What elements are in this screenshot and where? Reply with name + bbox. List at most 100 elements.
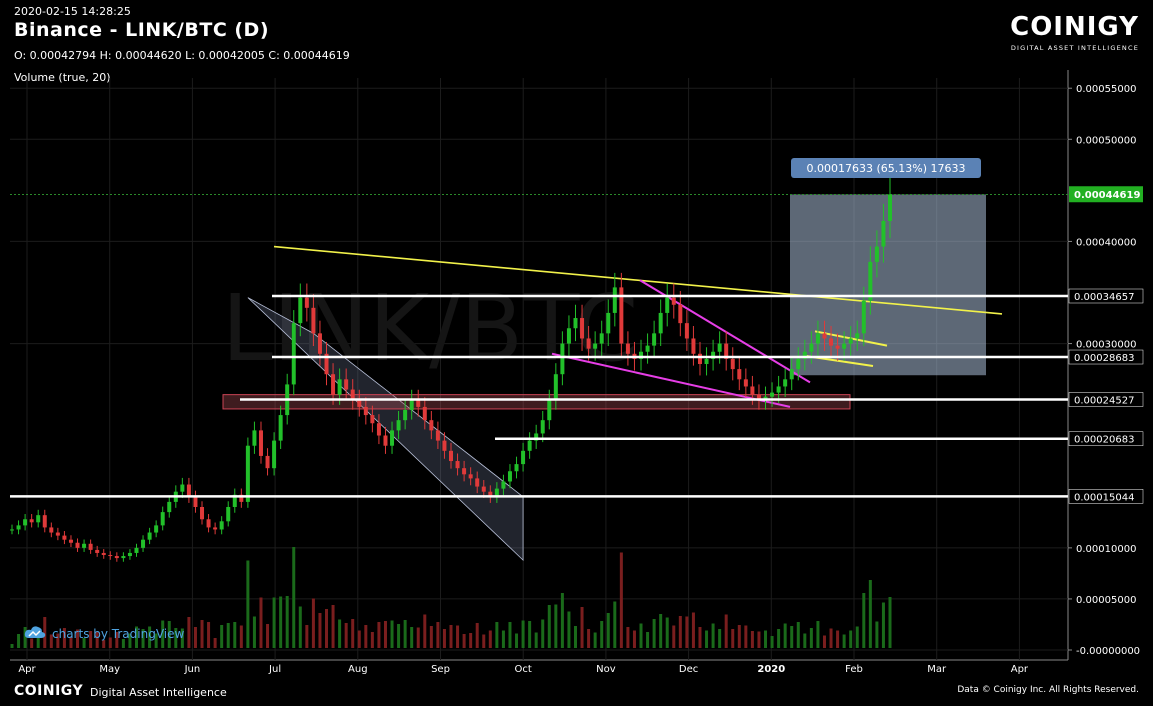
volume-bar bbox=[30, 638, 34, 648]
candle-body bbox=[560, 343, 565, 375]
candle-body bbox=[855, 333, 860, 339]
measure-box bbox=[790, 194, 986, 376]
x-tick-label: Apr bbox=[18, 664, 36, 675]
candle-body bbox=[291, 323, 296, 385]
price-level-tag bbox=[1068, 431, 1144, 446]
candle-body bbox=[743, 379, 748, 387]
volume-bar bbox=[875, 621, 879, 648]
candle-body bbox=[422, 406, 427, 421]
candle-body bbox=[586, 338, 591, 349]
volume-bar bbox=[731, 629, 735, 648]
chart-title: Binance - LINK/BTC (D) bbox=[14, 19, 270, 41]
volume-bar bbox=[646, 632, 650, 648]
volume-bar bbox=[881, 602, 885, 648]
volume-bar bbox=[370, 632, 374, 648]
volume-bar bbox=[82, 638, 86, 648]
volume-bar bbox=[174, 628, 178, 648]
candle-body bbox=[317, 333, 322, 354]
volume-bar bbox=[390, 620, 394, 648]
volume-bar bbox=[193, 627, 197, 648]
x-tick-label: May bbox=[99, 664, 120, 675]
volume-bar bbox=[488, 630, 492, 648]
volume-bar bbox=[318, 613, 322, 648]
volume-bar bbox=[252, 616, 256, 648]
volume-bar bbox=[757, 631, 761, 648]
price-levels: 0.00034657 0.00028683 0.00024527 0.00020683… bbox=[10, 186, 1144, 504]
candle-body bbox=[311, 307, 316, 334]
volume-bar bbox=[515, 633, 519, 648]
volume-bar bbox=[239, 625, 243, 648]
candle-body bbox=[501, 481, 506, 489]
candle-body bbox=[252, 430, 257, 446]
candle-body bbox=[534, 433, 539, 441]
volume-bar bbox=[285, 596, 289, 648]
candle-body bbox=[652, 333, 657, 346]
volume-bar bbox=[809, 628, 813, 648]
tradingview-credit[interactable]: charts by TradingView bbox=[24, 625, 184, 642]
volume-bar bbox=[10, 644, 14, 648]
volume-bar bbox=[442, 629, 446, 648]
volume-bar bbox=[573, 626, 577, 648]
candle-body bbox=[671, 297, 676, 305]
volume-bar bbox=[226, 623, 230, 648]
candle-body bbox=[730, 358, 735, 370]
x-tick-label: Dec bbox=[679, 664, 698, 675]
price-level-tag bbox=[1068, 288, 1144, 304]
volume-bar bbox=[829, 628, 833, 648]
volume-bar bbox=[429, 626, 433, 648]
candle-body bbox=[245, 445, 250, 502]
candle-body bbox=[527, 440, 532, 451]
measure-label-bg bbox=[791, 158, 981, 178]
candle-body bbox=[114, 556, 119, 559]
volume-bar bbox=[796, 622, 800, 648]
volume-bar bbox=[36, 628, 40, 648]
candle-body bbox=[75, 542, 80, 548]
volume-bar bbox=[482, 634, 486, 648]
candle-body bbox=[68, 539, 73, 543]
ohlc-readout: O: 0.00042794 H: 0.00044620 L: 0.0004200… bbox=[14, 49, 350, 62]
volume-bars bbox=[10, 547, 892, 648]
volume-bar bbox=[652, 619, 656, 648]
volume-bar bbox=[134, 626, 138, 648]
candle-body bbox=[796, 358, 801, 370]
candle-body bbox=[573, 318, 578, 329]
candle-body bbox=[861, 300, 866, 334]
candle-body bbox=[108, 555, 113, 557]
volume-bar bbox=[95, 631, 99, 648]
candle-body bbox=[697, 353, 702, 364]
candle-body bbox=[704, 358, 709, 364]
candle-body bbox=[475, 478, 480, 487]
volume-bar bbox=[855, 626, 859, 648]
candle-body bbox=[390, 430, 395, 446]
volume-bar bbox=[783, 623, 787, 648]
candle-body bbox=[396, 420, 401, 431]
volume-bar bbox=[305, 625, 309, 648]
volume-bar bbox=[279, 596, 283, 648]
candle-body bbox=[868, 261, 873, 301]
candle-body bbox=[147, 532, 152, 540]
x-tick-label: Oct bbox=[515, 664, 532, 675]
volume-bar bbox=[416, 627, 420, 648]
volume-bar bbox=[357, 630, 361, 648]
candle-body bbox=[88, 543, 93, 550]
volume-bar bbox=[233, 622, 237, 648]
candle-body bbox=[593, 343, 598, 349]
volume-bar bbox=[764, 630, 768, 648]
candle-body bbox=[167, 501, 172, 513]
candle-body bbox=[842, 343, 847, 349]
candle-body bbox=[101, 552, 106, 556]
candle-body bbox=[55, 532, 60, 536]
candle-body bbox=[213, 527, 218, 530]
price-level-label: 0.00028683 bbox=[1074, 353, 1134, 364]
volume-bar bbox=[750, 631, 754, 648]
volume-bar bbox=[410, 627, 414, 648]
volume-label: Volume (true, 20) bbox=[14, 71, 111, 84]
volume-bar bbox=[102, 640, 106, 648]
candle-body bbox=[10, 529, 14, 531]
y-tick-label: -0.00000000 bbox=[1076, 646, 1140, 657]
candle-body bbox=[154, 525, 159, 533]
candle-body bbox=[95, 549, 100, 553]
coinigy-logo: COINIGY bbox=[1010, 12, 1139, 42]
volume-bar bbox=[803, 633, 807, 648]
